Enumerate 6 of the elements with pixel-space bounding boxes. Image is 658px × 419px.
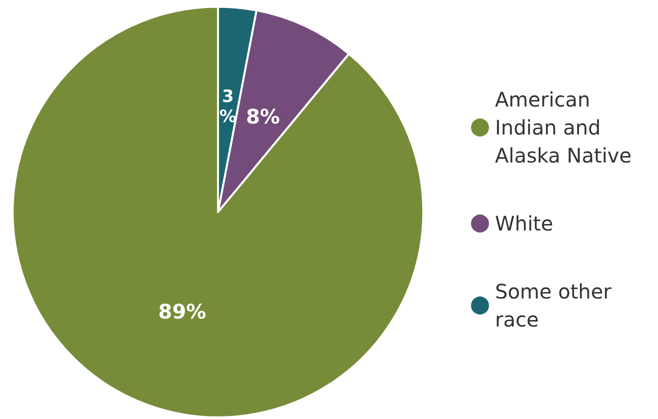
data-label: 89%: [158, 299, 206, 324]
data-label: 3%: [219, 86, 236, 127]
legend-label: White: [495, 212, 554, 236]
legend-label: American Indian and Alaska Native: [495, 88, 632, 168]
data-label: 8%: [246, 104, 280, 128]
legend-label: Some other race: [495, 280, 618, 332]
